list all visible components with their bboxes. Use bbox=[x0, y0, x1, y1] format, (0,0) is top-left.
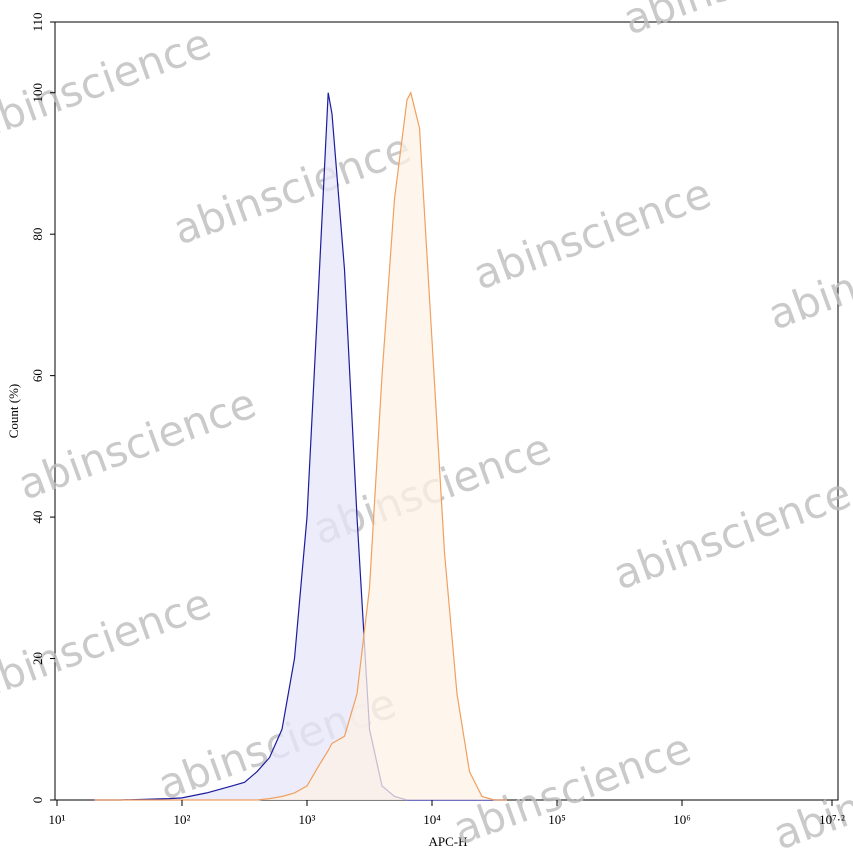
x-tick-label: 10⁴ bbox=[423, 812, 441, 827]
watermark: abinscience bbox=[0, 578, 217, 709]
series-line bbox=[94, 91, 507, 801]
x-tick-label: 10⁵ bbox=[548, 812, 566, 827]
watermark: abinscience bbox=[767, 728, 853, 856]
y-tick-label: 40 bbox=[30, 511, 45, 524]
x-tick-label: 10² bbox=[174, 812, 191, 827]
watermark: abinscience bbox=[762, 208, 853, 339]
watermark: abinscience bbox=[12, 378, 262, 509]
watermark: abinscience bbox=[467, 168, 717, 299]
watermark: abinscience bbox=[167, 123, 417, 254]
y-tick-label: 110 bbox=[30, 12, 45, 31]
y-tick-label: 100 bbox=[30, 83, 45, 103]
x-tick-label: 10⁷·² bbox=[819, 812, 845, 827]
x-tick-label: 10¹ bbox=[49, 812, 66, 827]
x-tick-label: 10³ bbox=[299, 812, 316, 827]
x-tick-label: 10⁶ bbox=[673, 812, 691, 827]
watermark: abinscience bbox=[607, 468, 853, 599]
watermark: abinscience bbox=[447, 723, 697, 854]
y-tick-label: 20 bbox=[30, 652, 45, 665]
y-tick-label: 80 bbox=[30, 228, 45, 241]
x-axis-label: APC-H bbox=[428, 834, 467, 849]
series-area bbox=[94, 92, 507, 800]
y-axis-label: Count (%) bbox=[6, 384, 21, 439]
y-tick-label: 60 bbox=[30, 369, 45, 382]
series-area bbox=[94, 92, 507, 800]
y-tick-label: 0 bbox=[30, 797, 45, 804]
